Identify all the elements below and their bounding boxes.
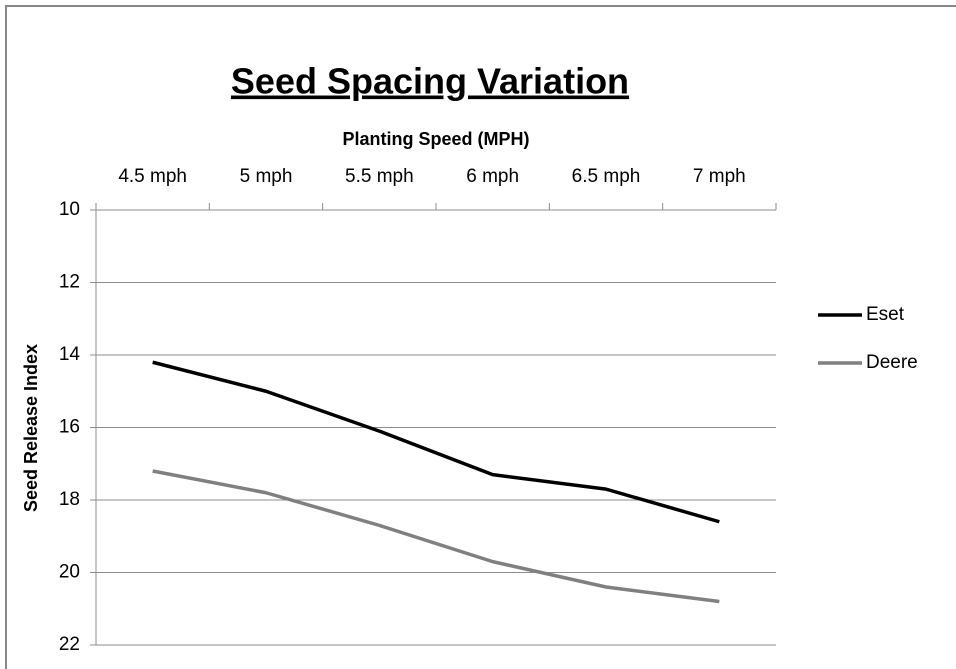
x-axis-title: Planting Speed (MPH) (342, 129, 529, 149)
y-tick-label: 10 (59, 199, 80, 220)
x-tick-label: 5.5 mph (345, 166, 414, 187)
y-tick-label: 20 (59, 562, 80, 583)
series-line (152, 469, 720, 604)
y-axis-title: Seed Release Index (21, 344, 41, 512)
x-tick-label: 4.5 mph (118, 166, 187, 187)
x-tick-label: 6.5 mph (572, 166, 641, 187)
legend-label: Deere (866, 352, 918, 373)
x-tick-label: 7 mph (693, 166, 746, 187)
y-tick-label: 16 (59, 417, 80, 438)
chart-title: Seed Spacing Variation (231, 61, 629, 102)
legend-label: Eset (866, 304, 905, 325)
x-tick-label: 6 mph (466, 166, 519, 187)
y-tick-label: 12 (59, 272, 80, 293)
chart-frame (5, 5, 956, 669)
y-tick-label: 14 (59, 344, 81, 365)
x-tick-label: 5 mph (240, 166, 293, 187)
y-tick-label: 18 (59, 489, 80, 510)
series-line (152, 360, 720, 524)
y-tick-label: 22 (59, 634, 80, 655)
